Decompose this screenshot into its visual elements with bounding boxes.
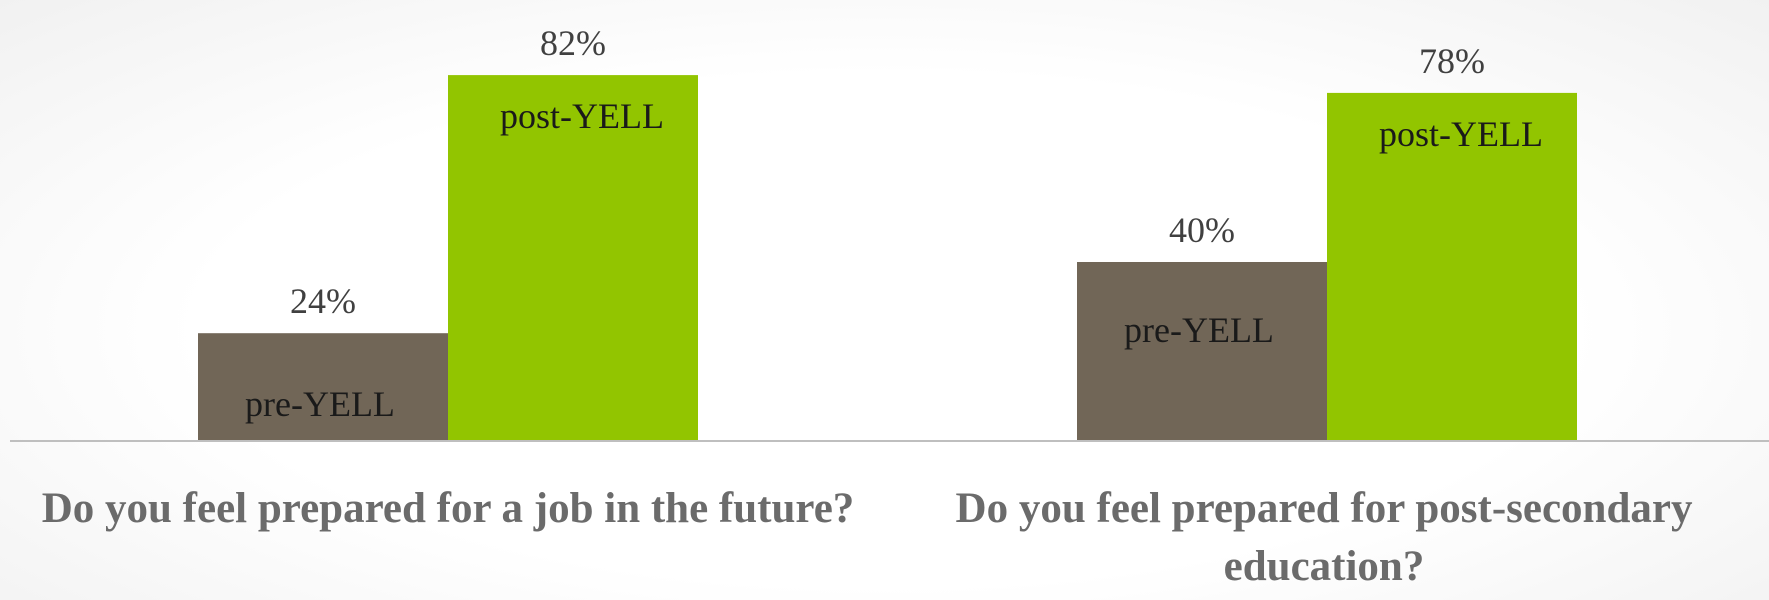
- category-label-job: Do you feel prepared for a job in the fu…: [41, 485, 855, 532]
- value-label-post-yell-1: 82%: [540, 23, 606, 63]
- category-label-education: Do you feel prepared for post-secondary …: [955, 485, 1693, 590]
- bar-name-pre-yell-2: pre-YELL: [1124, 310, 1274, 350]
- bar-name-pre-yell-1: pre-YELL: [245, 384, 395, 424]
- bar-pre-yell-2: [1077, 262, 1327, 440]
- value-label-post-yell-2: 78%: [1419, 41, 1485, 81]
- bar-name-post-yell-2: post-YELL: [1379, 114, 1543, 154]
- bar-post-yell-1: [448, 75, 698, 440]
- bars-layer: 24% pre-YELL 40% pre-YELL 82% post-YELL 78% pos…: [198, 23, 1577, 441]
- value-label-pre-yell-2: 40%: [1169, 210, 1235, 250]
- bar-post-yell-2: [1327, 92, 1577, 441]
- bar-pre-yell-1: [198, 333, 448, 440]
- value-label-pre-yell-1: 24%: [290, 281, 356, 321]
- bar-name-post-yell-1: post-YELL: [500, 96, 664, 136]
